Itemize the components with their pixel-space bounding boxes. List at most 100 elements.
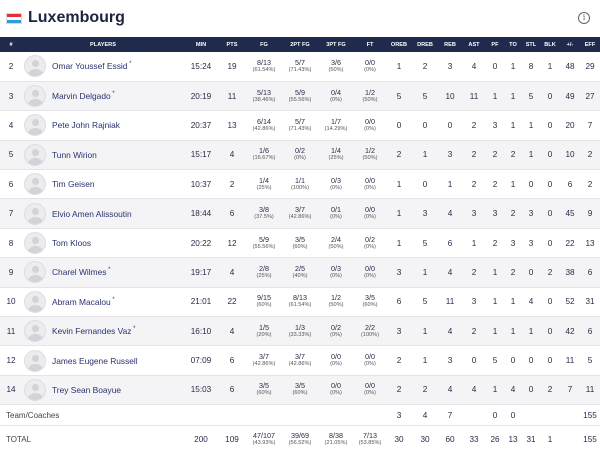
column-header-ast[interactable]: AST (468, 41, 480, 48)
table-row[interactable]: 11 Kevin Fernandes Vaz * 16:10 4 1/5 (20%) 1/3… (0, 316, 600, 346)
column-header-eff[interactable]: EFF (584, 41, 596, 48)
rebounds: 3 (447, 150, 453, 160)
player-name-link[interactable]: James Eugene Russell (52, 355, 138, 366)
efficiency: 5 (587, 356, 593, 366)
column-header-dreb[interactable]: DREB (417, 41, 433, 48)
table-row[interactable]: 7 Elvio Amen Alissoutin 18:44 6 3/8 (37.5%) 3/… (0, 198, 600, 229)
plus-minus: 22 (565, 238, 575, 248)
points: 2 (229, 179, 235, 189)
player-name-link[interactable]: Omar Youssef Essid * (52, 61, 132, 72)
player-name-link[interactable]: Tom Kloos (52, 238, 92, 249)
table-row[interactable]: 4 Pete John Rajniak 20:37 13 6/14 (42.86%) 5/7… (0, 110, 600, 141)
player-cell[interactable]: Tim Geisen (22, 170, 184, 199)
table-row[interactable]: 2 Omar Youssef Essid * 15:24 19 8/13 (61.54%)… (0, 52, 600, 82)
player-cell[interactable]: Charel Wilmes * (22, 258, 184, 287)
personal-fouls: 26 (490, 435, 500, 445)
table-header-row: # PLAYERS MIN PTS FG 2PT FG 3PT FG FT OREB DREB RE… (0, 37, 600, 52)
player-avatar-icon (24, 378, 46, 401)
player-cell[interactable]: Trey Sean Boayue (22, 375, 184, 404)
points: 22 (227, 297, 237, 307)
two-point-field-goals: 3/7 (42.86%) (288, 352, 312, 368)
jersey-number: 5 (8, 150, 14, 160)
column-header-to[interactable]: TO (509, 41, 517, 48)
steals: 3 (528, 209, 534, 219)
minutes: 10:37 (190, 179, 212, 189)
turnovers: 2 (510, 150, 516, 160)
player-cell[interactable]: Kevin Fernandes Vaz * (22, 317, 184, 346)
player-name-link[interactable]: Elvio Amen Alissoutin (52, 208, 132, 219)
column-header-3pt-fg[interactable]: 3PT FG (326, 41, 346, 48)
player-cell[interactable]: Pete John Rajniak (22, 111, 184, 140)
column-header-players[interactable]: PLAYERS (90, 41, 116, 48)
table-row[interactable]: 8 Tom Kloos 20:22 12 5/9 (55.56%) 3/5 (60%) 2/4(… (0, 228, 600, 258)
table-row[interactable]: 12 James Eugene Russell 07:09 6 3/7 (42.86%) 3… (0, 345, 600, 376)
column-header-min[interactable]: MIN (195, 41, 207, 48)
column-header--[interactable]: +/- (566, 41, 574, 48)
personal-fouls: 0 (492, 61, 498, 71)
turnovers: 13 (508, 435, 518, 445)
two-point-field-goals: 5/9 (55.56%) (288, 87, 312, 103)
player-name-link[interactable]: Abram Macalou * (52, 296, 115, 307)
jersey-number: 9 (8, 267, 14, 277)
player-cell[interactable]: Abram Macalou * (22, 287, 184, 316)
column-header--[interactable]: # (9, 41, 13, 48)
minutes: 15:03 (190, 385, 212, 395)
player-avatar-icon (24, 261, 46, 284)
table-row[interactable]: 10 Abram Macalou * 21:01 22 9/15 (60%) 8/13 (61… (0, 287, 600, 317)
blocks: 0 (547, 91, 553, 101)
jersey-number: 11 (6, 326, 16, 336)
column-header-ft[interactable]: FT (366, 41, 374, 48)
two-point-field-goals: 8/13 (61.54%) (288, 293, 312, 309)
player-cell[interactable]: James Eugene Russell (22, 346, 184, 375)
player-name-link[interactable]: Tim Geisen (52, 179, 95, 190)
column-header-reb[interactable]: REB (444, 41, 456, 48)
plus-minus: 45 (565, 209, 575, 219)
player-name-link[interactable]: Marvin Delgado * (52, 91, 115, 102)
player-cell[interactable]: Omar Youssef Essid * (22, 52, 184, 81)
rebounds: 4 (447, 267, 453, 277)
defensive-rebounds: 0 (422, 179, 428, 189)
minutes: 15:17 (190, 150, 212, 160)
table-row[interactable]: 9 Charel Wilmes * 19:17 4 2/8 (25%) 2/5 (40%) 0/… (0, 257, 600, 288)
column-header-2pt-fg[interactable]: 2PT FG (290, 41, 310, 48)
table-row[interactable]: 5 Tunn Wirion 15:17 4 1/6 (16.67%) 0/2 (0%) 1/4(… (0, 140, 600, 170)
personal-fouls: 1 (492, 91, 498, 101)
player-name-link[interactable]: Kevin Fernandes Vaz * (52, 326, 136, 337)
column-header-pts[interactable]: PTS (226, 41, 238, 48)
turnovers: 4 (510, 385, 516, 395)
free-throws: 2/2 (100%) (360, 322, 380, 338)
player-avatar-icon (24, 85, 46, 108)
column-header-pf[interactable]: PF (491, 41, 499, 48)
player-name-link[interactable]: Pete John Rajniak (52, 120, 120, 131)
player-cell[interactable]: Tom Kloos (22, 228, 184, 257)
efficiency: 31 (585, 297, 595, 307)
table-row[interactable]: 6 Tim Geisen 10:37 2 1/4 (25%) 1/1 (100%) 0/3 (0%… (0, 169, 600, 199)
player-name-link[interactable]: Trey Sean Boayue (52, 384, 122, 395)
player-cell[interactable]: Elvio Amen Alissoutin (22, 199, 184, 228)
column-header-oreb[interactable]: OREB (390, 41, 408, 48)
column-header-stl[interactable]: STL (525, 41, 537, 48)
rebounds: 4 (447, 385, 453, 395)
offensive-rebounds: 6 (396, 297, 402, 307)
table-row[interactable]: 3 Marvin Delgado * 20:19 11 5/13 (38.46%) 5/9(… (0, 81, 600, 111)
player-avatar-icon (24, 114, 46, 137)
column-header-blk[interactable]: BLK (544, 41, 556, 48)
player-cell[interactable]: Tunn Wirion (22, 140, 184, 169)
player-avatar-icon (24, 173, 46, 196)
player-name-link[interactable]: Tunn Wirion (52, 149, 97, 160)
points: 12 (227, 238, 237, 248)
assists: 4 (471, 385, 477, 395)
player-avatar-icon (24, 290, 46, 313)
offensive-rebounds: 0 (396, 120, 402, 130)
jersey-number: 12 (6, 356, 16, 366)
three-point-field-goals: 0/1 (0%) (330, 205, 342, 221)
two-point-field-goals: 3/7 (42.86%) (288, 205, 312, 221)
table-row[interactable]: 14 Trey Sean Boayue 15:03 6 3/5 (60%) 3/5 (60%)… (0, 375, 600, 405)
column-header-fg[interactable]: FG (260, 41, 268, 48)
points: 6 (229, 356, 235, 366)
jersey-number: 6 (8, 179, 14, 189)
minutes: 200 (194, 435, 208, 445)
player-name-link[interactable]: Charel Wilmes * (52, 267, 111, 278)
info-icon[interactable]: i (578, 12, 590, 24)
player-cell[interactable]: Marvin Delgado * (22, 81, 184, 110)
